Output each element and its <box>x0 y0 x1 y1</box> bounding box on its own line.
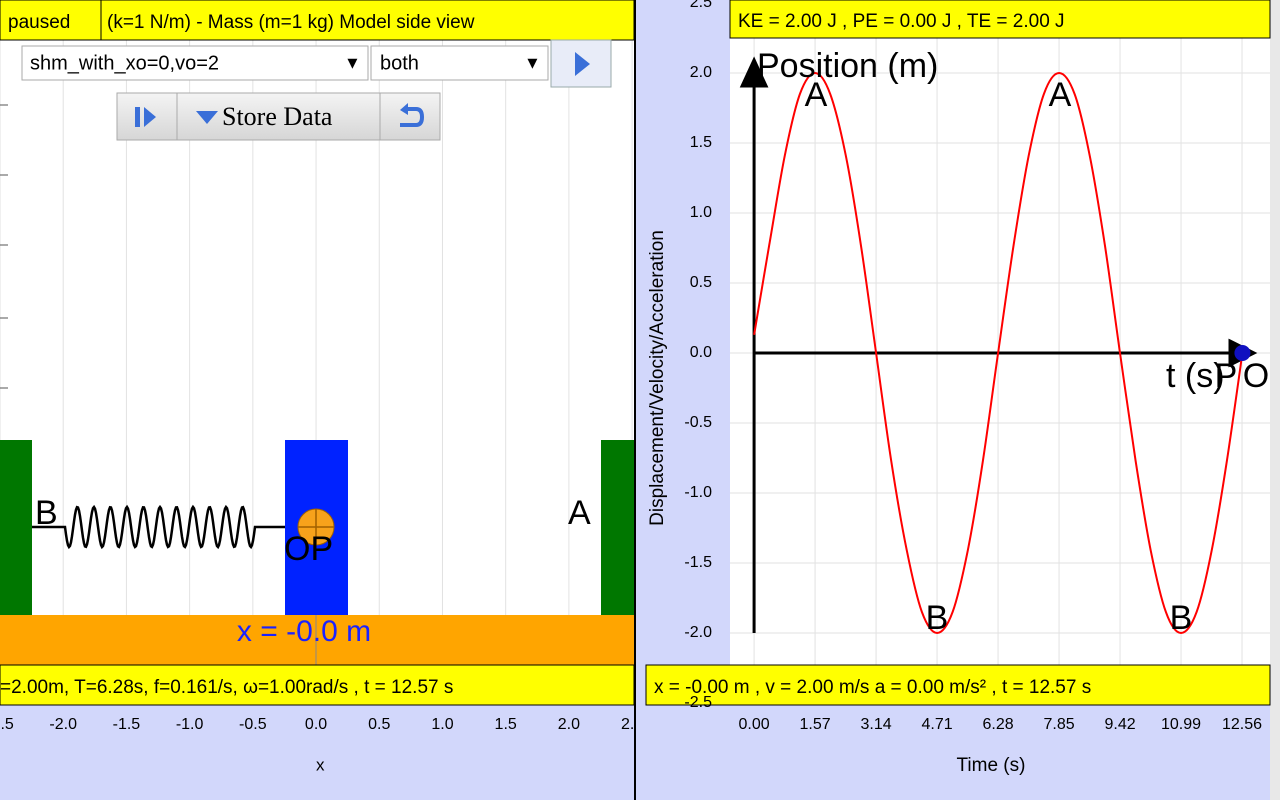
info-bar <box>645 664 1271 706</box>
info-text: x = -0.00 m , v = 2.00 m/s a = 0.00 m/s²… <box>654 677 1091 698</box>
y-tick-label: -1.0 <box>684 484 712 501</box>
title-box <box>100 0 635 41</box>
x-axis-label: Time (s) <box>957 755 1026 776</box>
y-tick-label: 0.5 <box>690 274 712 291</box>
step-icon <box>135 107 156 127</box>
y-tick-label: -1.5 <box>684 554 712 571</box>
reset-icon <box>400 103 424 127</box>
x-tick-label: 2.5 <box>621 716 643 733</box>
x-tick-label: 6.28 <box>982 716 1013 733</box>
y-axis-label: Displacement/Velocity/Acceleration <box>647 230 668 526</box>
divider <box>634 0 636 800</box>
annotation: A <box>805 76 828 114</box>
dropdown-arrow: ▼ <box>344 53 361 72</box>
x-tick-label: -2.0 <box>49 716 77 733</box>
x-tick-label: -0.5 <box>239 716 267 733</box>
title: (k=1 N/m) - Mass (m=1 kg) Model side vie… <box>107 12 475 33</box>
energy-bar <box>729 0 1271 39</box>
wall-label: B <box>35 494 58 532</box>
annotation: B <box>1170 599 1193 637</box>
y-tick-label: -2.0 <box>684 624 712 641</box>
y-tick-label: 0.0 <box>690 344 712 361</box>
x-tick-label: 0.0 <box>305 716 327 733</box>
mode-select-text: both <box>380 52 419 74</box>
x-tick-label: -1.0 <box>176 716 204 733</box>
x-tick-label: -1.5 <box>113 716 141 733</box>
mass-label: OP <box>284 530 333 568</box>
annotation: A <box>1049 76 1072 114</box>
x-tick-label: 7.85 <box>1043 716 1074 733</box>
x-axis-label: x <box>316 755 325 774</box>
x-tick-label: 10.99 <box>1161 716 1201 733</box>
x-tick-label: 1.5 <box>495 716 517 733</box>
annotation: P <box>1215 357 1238 395</box>
model-select[interactable] <box>21 45 369 81</box>
x-tick-label: -2.5 <box>0 716 14 733</box>
annotation: O <box>1243 357 1269 395</box>
x-tick-label: 1.57 <box>800 716 831 733</box>
wall-left <box>0 440 32 615</box>
y-tick-label: -2.5 <box>684 694 712 711</box>
model-select-text: shm_with_xo=0,vo=2 <box>30 52 219 74</box>
chart-title: Position (m) <box>757 47 938 85</box>
mode-select[interactable] <box>370 45 549 81</box>
left-axis: -2.5 -2.0 -1.5 -1.0 -0.5 0.0 0.5 1.0 1.5 2.0 2.5 <box>0 716 643 733</box>
y-tick-label: 1.5 <box>690 134 712 151</box>
dropdown-arrow: ▼ <box>524 53 541 72</box>
wall-label: A <box>568 494 591 532</box>
current-point <box>1234 345 1251 361</box>
store-icon <box>196 111 218 124</box>
x-tick-label: 3.14 <box>861 716 892 733</box>
y-tick-label: 2.5 <box>690 0 712 11</box>
status: paused <box>8 12 70 33</box>
x-tick-label: 1.0 <box>431 716 453 733</box>
y-tick-label: 2.0 <box>690 64 712 81</box>
x-tick-label: 12.56 <box>1222 716 1262 733</box>
position-readout: x = -0.0 m <box>237 615 371 648</box>
y-tick-label: -0.5 <box>684 414 712 431</box>
annotation: B <box>926 599 949 637</box>
x-tick-label: 0.5 <box>368 716 390 733</box>
position-curve <box>753 71 1244 635</box>
x-tick-label: 4.71 <box>921 716 952 733</box>
store-button-text: Store Data <box>222 102 333 131</box>
floor <box>0 615 634 665</box>
spring <box>32 504 285 550</box>
axis-arrow-label: t (s) <box>1166 357 1225 395</box>
mass-cross <box>298 509 334 545</box>
info-text: =2.00m, T=6.28s, f=0.161/s, ω=1.00rad/s … <box>0 677 453 698</box>
axis <box>739 56 769 633</box>
reset-button[interactable] <box>379 92 441 141</box>
x-tick-label: 0.00 <box>739 716 770 733</box>
energy-text: KE = 2.00 J , PE = 0.00 J , TE = 2.00 J <box>738 11 1065 32</box>
play-icon <box>575 52 590 76</box>
x-tick-label: 2.0 <box>558 716 580 733</box>
y-tick-label: 1.0 <box>690 204 712 221</box>
scrollbar[interactable] <box>1270 0 1280 800</box>
wall-right <box>601 440 634 615</box>
x-tick-label: 9.42 <box>1104 716 1135 733</box>
